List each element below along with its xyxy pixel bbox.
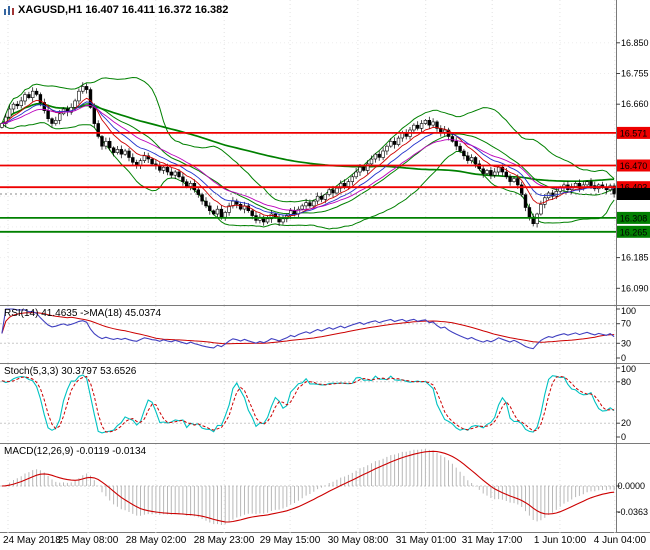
svg-text:16.265: 16.265 [620, 227, 648, 237]
time-label: 31 May 17:00 [461, 535, 523, 546]
svg-text:16.382: 16.382 [620, 190, 648, 200]
main-chart-pane[interactable]: 16.850 16.755 16.660 16.185 16.090 16.571 16.4… [0, 0, 650, 306]
svg-text:30: 30 [621, 338, 631, 348]
svg-text:100: 100 [621, 364, 636, 374]
fast-ma-lines [1, 97, 615, 218]
macd-histogram [5, 449, 615, 525]
svg-text:16.090: 16.090 [621, 283, 649, 293]
svg-text:16.403: 16.403 [620, 183, 648, 193]
svg-text:0: 0 [621, 432, 626, 442]
price-chart-canvas[interactable]: 16.850 16.755 16.660 16.185 16.090 16.571 16.4… [0, 0, 650, 306]
time-axis[interactable]: 24 May 2018 25 May 08:00 28 May 02:00 28 Ma… [0, 533, 650, 550]
macd-title: MACD(12,26,9) -0.0119 -0.0134 [4, 446, 147, 457]
rsi-canvas[interactable]: 100 70 30 0 [0, 306, 650, 364]
svg-text:80: 80 [621, 377, 631, 387]
svg-text:16.755: 16.755 [621, 69, 649, 79]
slow-ma-line [1, 102, 615, 183]
price-level-badge: 16.265 [617, 225, 650, 238]
time-label: 24 May 2018 [3, 535, 61, 546]
price-axis: 16.850 16.755 16.660 16.185 16.090 16.571 16.4… [616, 0, 650, 306]
time-label: 30 May 08:00 [327, 535, 389, 546]
svg-text:0.0000: 0.0000 [618, 481, 646, 491]
svg-text:-0.0363: -0.0363 [618, 507, 649, 517]
time-label: 28 May 02:00 [125, 535, 187, 546]
macd-canvas[interactable]: 0.0000 -0.0363 [0, 444, 650, 533]
price-level-badge: 16.308 [617, 211, 650, 224]
rsi-pane[interactable]: 100 70 30 0 RSI(14) 41.4635 ->MA(18) 45.037… [0, 306, 650, 364]
chart-icon [4, 5, 14, 15]
svg-text:20: 20 [621, 418, 631, 428]
stochastic-pane[interactable]: 100 80 20 0 Stoch(5,3,3) 30.3797 53.6526 [0, 364, 650, 444]
price-level-badge: 16.470 [617, 159, 650, 172]
time-label: 1 Jun 10:00 [533, 535, 587, 546]
svg-text:100: 100 [621, 306, 636, 316]
svg-text:16.308: 16.308 [620, 213, 648, 223]
bollinger-bands [1, 76, 615, 230]
svg-text:16.185: 16.185 [621, 253, 649, 263]
time-label: 25 May 08:00 [57, 535, 119, 546]
price-level-badge: 16.382 [617, 188, 650, 200]
time-label: 31 May 01:00 [395, 535, 457, 546]
macd-pane[interactable]: 0.0000 -0.0363 MACD(12,26,9) -0.0119 -0.0… [0, 444, 650, 533]
rsi-title: RSI(14) 41.4635 ->MA(18) 45.0374 [4, 308, 162, 319]
price-level-badge: 16.571 [617, 126, 650, 139]
svg-text:16.470: 16.470 [620, 161, 648, 171]
stochastic-title: Stoch(5,3,3) 30.3797 53.6526 [4, 366, 137, 377]
svg-text:70: 70 [621, 319, 631, 329]
level-lines [0, 131, 616, 233]
grid [0, 0, 616, 306]
time-label: 28 May 23:00 [193, 535, 255, 546]
svg-text:16.571: 16.571 [620, 128, 648, 138]
svg-text:0: 0 [621, 353, 626, 363]
time-label: 29 May 15:00 [259, 535, 321, 546]
svg-text:16.660: 16.660 [621, 99, 649, 109]
chart-title: XAGUSD,H1 16.407 16.411 16.372 16.382 [4, 4, 228, 16]
time-label: 4 Jun 04:00 [593, 535, 646, 546]
stochastic-canvas[interactable]: 100 80 20 0 [0, 364, 650, 444]
svg-text:16.850: 16.850 [621, 38, 649, 48]
chart-title-text: XAGUSD,H1 16.407 16.411 16.372 16.382 [18, 4, 229, 16]
